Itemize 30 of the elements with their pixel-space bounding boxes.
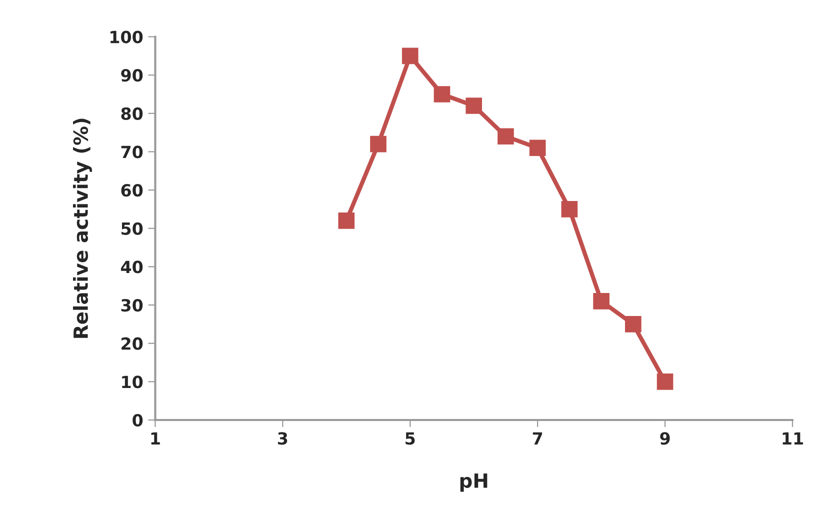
y-tick-label: 80 bbox=[121, 107, 143, 120]
x-tick-label: 1 bbox=[151, 432, 160, 444]
x-tick-label: 9 bbox=[660, 432, 670, 445]
y-tick-label: 40 bbox=[120, 260, 143, 274]
point bbox=[434, 86, 450, 102]
y-axis-title: Relative activity (%) bbox=[73, 118, 92, 338]
x-tick-label: 11 bbox=[782, 432, 803, 444]
point bbox=[561, 201, 578, 218]
y-tick-label: 90 bbox=[121, 69, 143, 82]
y-tick-label: 10 bbox=[122, 376, 143, 388]
y-tick-label: 0 bbox=[132, 414, 143, 427]
point bbox=[593, 293, 610, 310]
x-axis-title: pH bbox=[460, 474, 488, 492]
y-tick-label: 50 bbox=[122, 222, 143, 235]
point bbox=[656, 374, 674, 390]
y-tick-label: 70 bbox=[121, 146, 143, 158]
x-tick-label: 5 bbox=[406, 432, 415, 445]
y-tick-label: 20 bbox=[122, 337, 143, 350]
point bbox=[402, 48, 418, 64]
point bbox=[466, 98, 482, 114]
point bbox=[498, 128, 514, 145]
y-tick-label: 30 bbox=[121, 298, 143, 312]
y-tick-label: 60 bbox=[121, 184, 143, 197]
point bbox=[338, 212, 355, 229]
x-tick-label: 3 bbox=[278, 432, 288, 445]
point bbox=[625, 316, 642, 332]
point bbox=[370, 136, 386, 152]
point bbox=[529, 140, 546, 156]
x-tick-label: 7 bbox=[532, 432, 542, 444]
y-tick-label: 100 bbox=[110, 30, 143, 44]
